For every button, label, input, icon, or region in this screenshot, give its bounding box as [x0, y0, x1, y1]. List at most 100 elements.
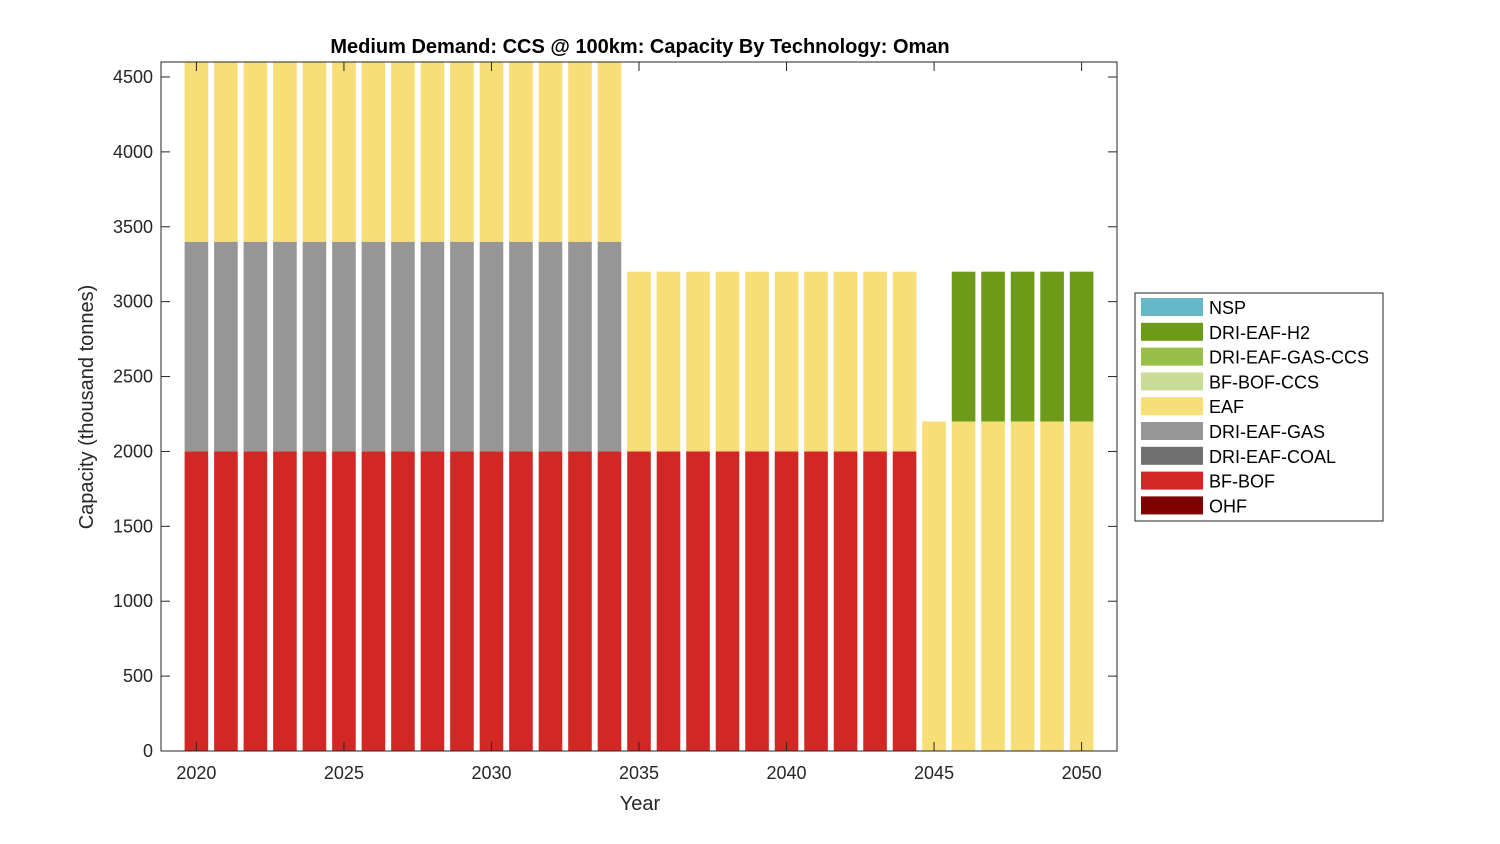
bar-dri-eaf-h2-2050 — [1069, 271, 1094, 422]
y-tick-label: 4000 — [113, 142, 153, 162]
bar-bf-bof-2029 — [450, 451, 474, 751]
bar-bf-bof-2027 — [391, 451, 415, 751]
bar-bf-bof-2021 — [214, 451, 238, 751]
bar-dri-eaf-gas-2021 — [214, 241, 238, 452]
legend-swatch-bf-bof-ccs — [1141, 372, 1203, 391]
legend-swatch-dri-eaf-h2 — [1141, 322, 1203, 341]
bar-bf-bof-2022 — [243, 451, 268, 751]
bar-eaf-2036 — [656, 271, 681, 452]
legend: NSP DRI-EAF-H2 DRI-EAF-GAS-CCS BF-BOF-CCS EA… — [1134, 292, 1384, 522]
bar-eaf-2020 — [184, 62, 209, 242]
bar-eaf-2041 — [804, 271, 828, 452]
legend-swatch-dri-eaf-gas-ccs — [1141, 347, 1203, 366]
legend-label: BF-BOF-CCS — [1209, 372, 1319, 392]
bar-bf-bof-2034 — [597, 451, 622, 751]
bar-dri-eaf-gas-2025 — [332, 241, 356, 452]
legend-swatch-bf-bof — [1141, 471, 1203, 490]
x-tick-label: 2030 — [471, 763, 511, 783]
legend-label: EAF — [1209, 397, 1244, 417]
x-tick-label: 2020 — [176, 763, 216, 783]
x-tick-label: 2025 — [324, 763, 364, 783]
bar-dri-eaf-gas-2027 — [391, 241, 415, 452]
bar-eaf-2023 — [273, 62, 297, 242]
bar-eaf-2034 — [597, 62, 622, 242]
bar-dri-eaf-gas-2032 — [538, 241, 563, 452]
bar-bf-bof-2042 — [833, 451, 858, 751]
x-tick-label: 2050 — [1062, 763, 1102, 783]
y-tick-label: 1000 — [113, 591, 153, 611]
y-tick-label: 3500 — [113, 217, 153, 237]
bar-eaf-2043 — [863, 271, 887, 452]
bar-dri-eaf-h2-2046 — [951, 271, 976, 422]
legend-label: DRI-EAF-GAS — [1209, 422, 1325, 442]
bar-dri-eaf-gas-2031 — [509, 241, 533, 452]
legend-label: BF-BOF — [1209, 472, 1275, 492]
legend-swatch-dri-eaf-gas — [1141, 422, 1203, 440]
bar-dri-eaf-gas-2030 — [479, 241, 504, 452]
bar-eaf-2040 — [774, 271, 799, 452]
bar-bf-bof-2036 — [656, 451, 681, 751]
bar-eaf-2024 — [302, 62, 327, 242]
bar-dri-eaf-gas-2020 — [184, 241, 209, 452]
bar-eaf-2029 — [450, 62, 474, 242]
bar-eaf-2032 — [538, 62, 563, 242]
bar-dri-eaf-gas-2034 — [597, 241, 622, 452]
x-tick-label: 2045 — [914, 763, 954, 783]
y-tick-label: 0 — [143, 741, 153, 761]
bar-bf-bof-2043 — [863, 451, 887, 751]
legend-label: OHF — [1209, 496, 1247, 516]
bar-bf-bof-2039 — [745, 451, 769, 751]
chart-title: Medium Demand: CCS @ 100km: Capacity By … — [330, 36, 949, 58]
bar-dri-eaf-gas-2023 — [273, 241, 297, 452]
bar-dri-eaf-gas-2028 — [420, 241, 445, 452]
bar-eaf-2035 — [627, 271, 651, 452]
bar-eaf-2025 — [332, 62, 356, 242]
bar-eaf-2031 — [509, 62, 533, 242]
bar-dri-eaf-gas-2029 — [450, 241, 474, 452]
legend-label: NSP — [1209, 298, 1246, 318]
bar-bf-bof-2040 — [774, 451, 799, 751]
bar-bf-bof-2023 — [273, 451, 297, 751]
bar-dri-eaf-gas-2026 — [361, 241, 386, 452]
x-tick-label: 2035 — [619, 763, 659, 783]
bar-eaf-2048 — [1010, 421, 1035, 751]
bar-eaf-2026 — [361, 62, 386, 242]
bar-bf-bof-2028 — [420, 451, 445, 751]
bar-bf-bof-2037 — [686, 451, 710, 751]
bar-eaf-2033 — [568, 62, 592, 242]
bar-eaf-2042 — [833, 271, 858, 452]
bar-dri-eaf-h2-2048 — [1010, 271, 1035, 422]
bar-eaf-2045 — [922, 421, 946, 751]
bar-dri-eaf-h2-2047 — [981, 271, 1005, 422]
bar-eaf-2047 — [981, 421, 1005, 751]
bar-eaf-2050 — [1069, 421, 1094, 751]
y-tick-label: 500 — [123, 666, 153, 686]
legend-swatch-nsp — [1141, 298, 1203, 316]
bar-eaf-2022 — [243, 62, 268, 242]
y-tick-label: 4500 — [113, 67, 153, 87]
bar-bf-bof-2020 — [184, 451, 209, 751]
bar-bf-bof-2044 — [892, 451, 917, 751]
bar-bf-bof-2033 — [568, 451, 592, 751]
legend-swatch-eaf — [1141, 397, 1203, 416]
bar-dri-eaf-h2-2049 — [1040, 271, 1064, 422]
y-tick-label: 2000 — [113, 441, 153, 461]
y-tick-label: 3000 — [113, 292, 153, 312]
bar-eaf-2039 — [745, 271, 769, 452]
bar-bf-bof-2035 — [627, 451, 651, 751]
legend-label: DRI-EAF-GAS-CCS — [1209, 348, 1369, 368]
legend-swatch-ohf — [1141, 496, 1203, 515]
bar-eaf-2030 — [479, 62, 504, 242]
bar-eaf-2028 — [420, 62, 445, 242]
bar-eaf-2046 — [951, 421, 976, 751]
bar-dri-eaf-gas-2024 — [302, 241, 327, 452]
bar-eaf-2027 — [391, 62, 415, 242]
bar-bf-bof-2038 — [715, 451, 740, 751]
bar-bf-bof-2024 — [302, 451, 327, 751]
bar-eaf-2021 — [214, 62, 238, 242]
bar-bf-bof-2031 — [509, 451, 533, 751]
y-tick-label: 2500 — [113, 367, 153, 387]
legend-swatch-dri-eaf-coal — [1141, 446, 1203, 465]
bar-bf-bof-2041 — [804, 451, 828, 751]
